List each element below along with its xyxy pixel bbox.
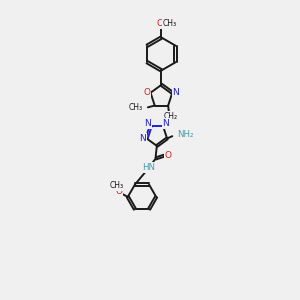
Text: CH₃: CH₃ <box>110 181 124 190</box>
Text: O: O <box>156 19 163 28</box>
Text: O: O <box>165 151 172 160</box>
Text: N: N <box>172 88 179 97</box>
Text: CH₃: CH₃ <box>128 103 142 112</box>
Text: N: N <box>163 119 169 128</box>
Text: N: N <box>144 119 151 128</box>
Text: CH₃: CH₃ <box>163 19 177 28</box>
Text: O: O <box>143 88 150 97</box>
Text: CH₂: CH₂ <box>164 112 178 121</box>
Text: N: N <box>139 134 146 143</box>
Text: HN: HN <box>142 163 155 172</box>
Text: O: O <box>116 187 122 196</box>
Text: NH₂: NH₂ <box>177 130 194 139</box>
